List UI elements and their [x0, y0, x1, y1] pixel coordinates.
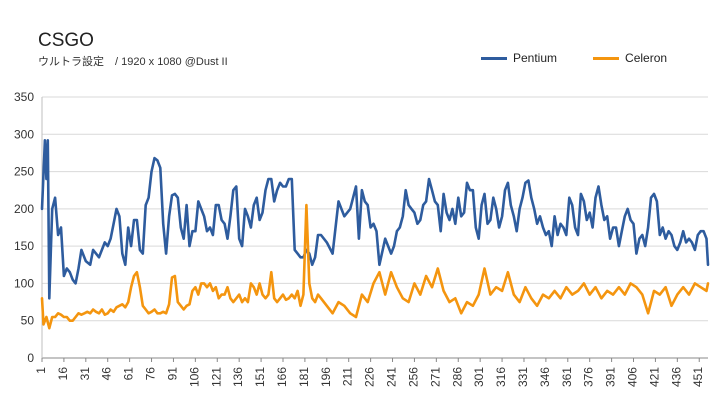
x-tick-label: 151	[253, 367, 267, 387]
chart-subtitle: ウルトラ設定 / 1920 x 1080 @Dust II	[38, 56, 228, 68]
y-axis: 0 50 100 150 200 250 300 350	[14, 90, 43, 365]
x-tick-label: 136	[231, 367, 245, 387]
legend-label-celeron: Celeron	[625, 51, 668, 65]
x-tick-label: 451	[691, 367, 705, 387]
x-tick-label: 31	[78, 367, 92, 381]
x-tick-label: 286	[450, 367, 464, 387]
x-tick-label: 226	[363, 367, 377, 387]
chart-title: CSGO	[38, 30, 94, 51]
y-tick-label: 300	[14, 127, 34, 141]
x-tick-label: 76	[144, 367, 158, 381]
y-tick-label: 150	[14, 239, 34, 253]
gridlines	[42, 96, 708, 359]
series-line-celeron	[40, 203, 710, 330]
y-tick-label: 50	[21, 314, 35, 328]
x-tick-label: 166	[275, 367, 289, 387]
y-tick-label: 250	[14, 165, 34, 179]
x-tick-label: 121	[209, 367, 223, 387]
x-axis: 1 16 31 46 61 76 91 106 121 136 151 166 181 196 211 226…	[34, 358, 705, 387]
x-tick-label: 406	[626, 367, 640, 387]
x-tick-label: 16	[56, 367, 70, 381]
legend: Pentium Celeron	[481, 51, 667, 65]
x-tick-label: 256	[406, 367, 420, 387]
y-tick-label: 0	[27, 351, 34, 365]
x-tick-label: 241	[385, 367, 399, 387]
x-tick-label: 391	[604, 367, 618, 387]
x-tick-label: 331	[516, 367, 530, 387]
x-tick-label: 376	[582, 367, 596, 387]
x-tick-label: 91	[165, 367, 179, 381]
y-tick-label: 200	[14, 202, 34, 216]
x-tick-label: 46	[100, 367, 114, 381]
x-tick-label: 346	[538, 367, 552, 387]
y-tick-label: 100	[14, 276, 34, 290]
legend-item-celeron: Celeron	[593, 51, 667, 65]
legend-swatch-celeron	[593, 56, 620, 60]
x-tick-label: 196	[319, 367, 333, 387]
x-tick-label: 316	[494, 367, 508, 387]
x-tick-label: 1	[34, 367, 48, 374]
legend-swatch-pentium	[481, 56, 507, 60]
x-tick-label: 61	[122, 367, 136, 381]
x-tick-label: 181	[297, 367, 311, 387]
x-tick-label: 421	[647, 367, 661, 387]
x-tick-label: 211	[341, 367, 355, 386]
legend-label-pentium: Pentium	[513, 51, 558, 65]
series-lines	[40, 139, 710, 330]
series-line-pentium	[40, 139, 710, 300]
x-tick-label: 301	[472, 367, 486, 387]
legend-item-pentium: Pentium	[481, 51, 557, 65]
x-tick-label: 271	[428, 367, 442, 387]
x-tick-label: 361	[560, 367, 574, 387]
x-tick-label: 106	[187, 367, 201, 387]
x-tick-label: 436	[669, 367, 683, 387]
y-tick-label: 350	[14, 90, 34, 104]
